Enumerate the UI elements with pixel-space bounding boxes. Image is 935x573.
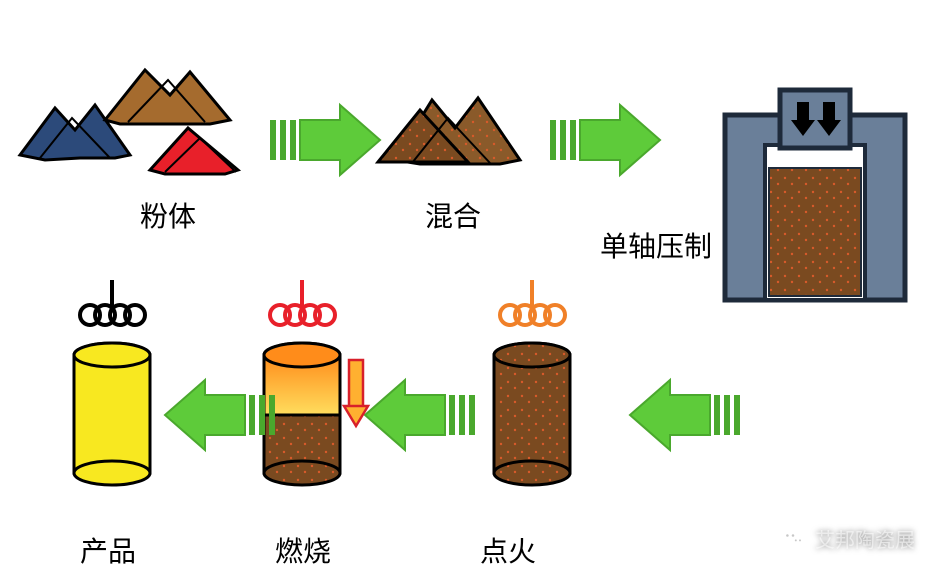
wechat-icon — [779, 525, 807, 553]
arrow-right-icon — [270, 105, 380, 175]
burn-cylinder-icon — [264, 280, 368, 485]
label-burn: 燃烧 — [275, 530, 331, 570]
process-diagram — [0, 0, 935, 573]
label-powder: 粉体 — [140, 195, 196, 235]
ignite-cylinder-icon — [494, 280, 570, 485]
powder-red-icon — [150, 128, 238, 174]
press-icon — [725, 90, 905, 300]
arrow-left-icon — [630, 380, 740, 450]
arrow-left-icon — [365, 380, 475, 450]
arrow-left-icon — [165, 380, 275, 450]
watermark-text: 艾邦陶瓷展 — [815, 524, 915, 553]
label-press: 单轴压制 — [600, 225, 712, 265]
mix-pile-icon — [378, 98, 520, 164]
arrow-right-icon — [550, 105, 660, 175]
label-mix: 混合 — [425, 195, 481, 235]
label-ignite: 点火 — [480, 530, 536, 570]
product-cylinder-icon — [74, 280, 150, 485]
watermark: 艾邦陶瓷展 — [779, 524, 915, 553]
powder-brown-icon — [105, 70, 230, 124]
label-product: 产品 — [80, 530, 136, 570]
